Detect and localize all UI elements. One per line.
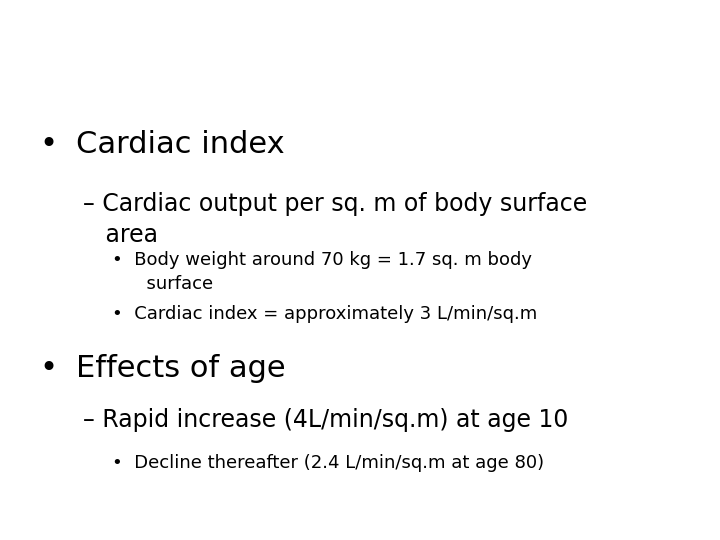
Text: •  Decline thereafter (2.4 L/min/sq.m at age 80): • Decline thereafter (2.4 L/min/sq.m at … bbox=[112, 454, 544, 471]
Text: •: • bbox=[40, 354, 58, 383]
Text: Effects of age: Effects of age bbox=[76, 354, 285, 383]
Text: – Rapid increase (4L/min/sq.m) at age 10: – Rapid increase (4L/min/sq.m) at age 10 bbox=[83, 408, 568, 431]
Text: Cardiac index: Cardiac index bbox=[76, 130, 284, 159]
Text: – Cardiac output per sq. m of body surface
   area: – Cardiac output per sq. m of body surfa… bbox=[83, 192, 587, 247]
Text: •: • bbox=[40, 130, 58, 159]
Text: •  Body weight around 70 kg = 1.7 sq. m body
      surface: • Body weight around 70 kg = 1.7 sq. m b… bbox=[112, 251, 531, 293]
Text: •  Cardiac index = approximately 3 L/min/sq.m: • Cardiac index = approximately 3 L/min/… bbox=[112, 305, 537, 323]
